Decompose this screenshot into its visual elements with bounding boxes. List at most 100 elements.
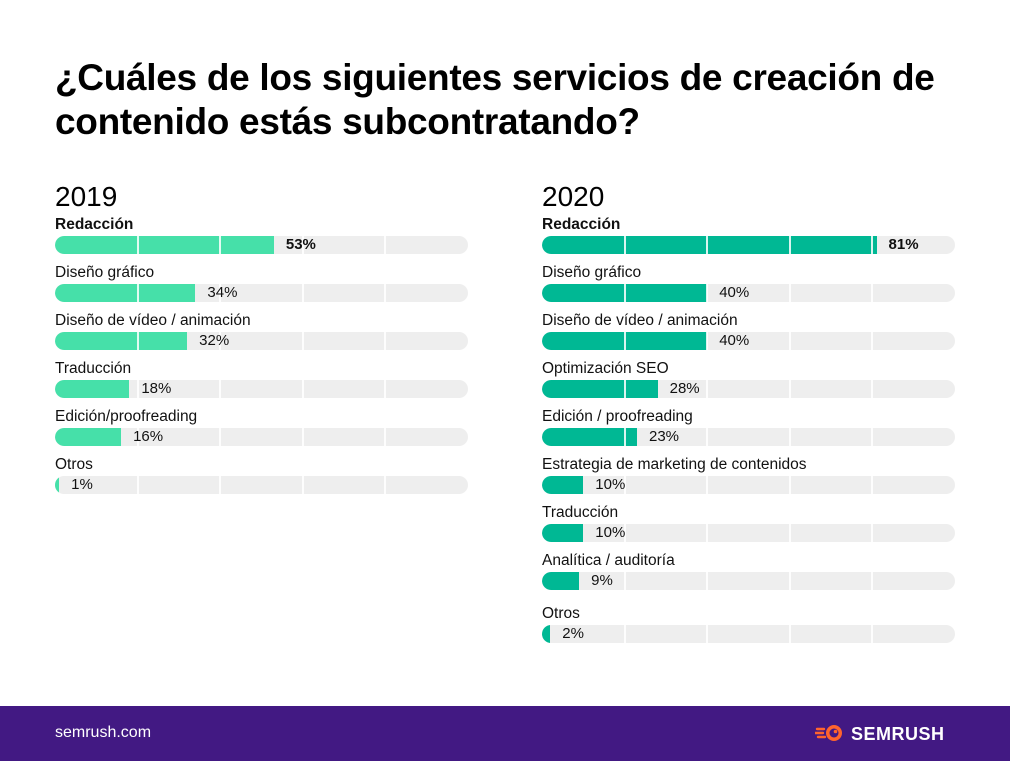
semrush-fireball-icon bbox=[813, 722, 845, 747]
category-label: Redacción bbox=[55, 216, 134, 233]
gridline bbox=[788, 284, 791, 302]
gridline bbox=[871, 380, 874, 398]
bar bbox=[55, 476, 60, 494]
gridline bbox=[301, 284, 304, 302]
gridline bbox=[384, 284, 387, 302]
gridline bbox=[871, 236, 874, 254]
value-label: 10% bbox=[595, 524, 626, 541]
bar-track: 32% bbox=[55, 332, 468, 350]
gridline bbox=[301, 476, 304, 494]
value-label: 28% bbox=[669, 380, 700, 397]
gridline bbox=[623, 572, 626, 590]
bar bbox=[542, 476, 584, 494]
value-label: 1% bbox=[71, 476, 93, 493]
gridline bbox=[623, 625, 626, 643]
page-title: ¿Cuáles de los siguientes servicios de c… bbox=[55, 57, 935, 142]
category-label: Diseño de vídeo / animación bbox=[542, 312, 738, 329]
bar bbox=[542, 625, 551, 643]
gridline bbox=[136, 284, 139, 302]
gridline bbox=[871, 428, 874, 446]
bar-row: Edición / proofreading 23% bbox=[542, 408, 955, 456]
value-label: 81% bbox=[888, 236, 919, 253]
gridline bbox=[871, 524, 874, 542]
category-label: Diseño gráfico bbox=[542, 264, 642, 281]
gridline bbox=[219, 236, 222, 254]
gridline bbox=[301, 332, 304, 350]
category-label: Otros bbox=[55, 456, 93, 473]
value-label: 34% bbox=[207, 284, 238, 301]
bar-list: Redacción 53% Diseño gráfico 34% Diseño de v… bbox=[55, 216, 468, 504]
gridline bbox=[788, 332, 791, 350]
gridline bbox=[706, 572, 709, 590]
gridline bbox=[871, 332, 874, 350]
value-label: 23% bbox=[648, 428, 680, 445]
gridline bbox=[706, 476, 709, 494]
chart-2020: 2020 Redacción 81% Diseño gráfico 40% Diseño… bbox=[542, 180, 955, 658]
value-label: 16% bbox=[133, 428, 164, 445]
bar-track: 9% bbox=[542, 572, 955, 590]
chart-year-title: 2019 bbox=[55, 181, 118, 212]
gridline bbox=[623, 428, 626, 446]
semrush-logo[interactable]: SEMRUSH bbox=[813, 722, 945, 747]
gridline bbox=[706, 625, 709, 643]
gridline bbox=[706, 524, 709, 542]
value-label: 32% bbox=[199, 332, 230, 349]
gridline bbox=[623, 284, 626, 302]
bar-track: 1% bbox=[55, 476, 468, 494]
footer-bar: semrush.com SEMRUSH bbox=[0, 706, 1010, 761]
gridline bbox=[623, 380, 626, 398]
category-label: Redacción bbox=[542, 216, 621, 233]
bar-track: 34% bbox=[55, 284, 468, 302]
brand-name: SEMRUSH bbox=[851, 723, 945, 744]
gridline bbox=[136, 476, 139, 494]
category-label: Optimización SEO bbox=[542, 360, 669, 377]
category-label: Estrategia de marketing de contenidos bbox=[542, 456, 807, 473]
gridline bbox=[871, 572, 874, 590]
bar-track: 40% bbox=[542, 284, 955, 302]
gridline bbox=[136, 428, 139, 446]
bar-row: Analítica / auditoría 9% bbox=[542, 552, 955, 600]
bar bbox=[542, 524, 584, 542]
gridline bbox=[623, 236, 626, 254]
bar-row: Traducción 10% bbox=[542, 504, 955, 552]
bar-track: 53% bbox=[55, 236, 468, 254]
bar-row: Optimización SEO 28% bbox=[542, 360, 955, 408]
bar-track: 23% bbox=[542, 428, 955, 446]
bar bbox=[55, 236, 274, 254]
gridline bbox=[706, 428, 709, 446]
gridline bbox=[788, 572, 791, 590]
footer-url-link[interactable]: semrush.com bbox=[55, 724, 152, 741]
gridline bbox=[136, 332, 139, 350]
bar bbox=[542, 428, 637, 446]
category-label: Otros bbox=[542, 605, 580, 622]
bar bbox=[542, 572, 580, 590]
bar-row: Diseño gráfico 34% bbox=[55, 264, 468, 312]
category-label: Diseño gráfico bbox=[55, 264, 155, 281]
bar bbox=[542, 380, 658, 398]
gridline bbox=[788, 476, 791, 494]
gridline bbox=[219, 476, 222, 494]
gridline bbox=[219, 284, 222, 302]
gridline bbox=[301, 428, 304, 446]
bar-list: Redacción 81% Diseño gráfico 40% Diseño de v… bbox=[542, 216, 955, 658]
bar-track: 18% bbox=[55, 380, 468, 398]
bar-row: Redacción 53% bbox=[55, 216, 468, 264]
bar-row: Diseño de vídeo / animación 40% bbox=[542, 312, 955, 360]
bar bbox=[55, 380, 130, 398]
gridline bbox=[219, 428, 222, 446]
gridline bbox=[788, 380, 791, 398]
gridline bbox=[384, 380, 387, 398]
gridline bbox=[623, 524, 626, 542]
value-label: 18% bbox=[141, 380, 172, 397]
gridline bbox=[788, 524, 791, 542]
category-label: Traducción bbox=[55, 360, 132, 377]
bar bbox=[55, 332, 188, 350]
bar-row: Diseño de vídeo / animación 32% bbox=[55, 312, 468, 360]
gridline bbox=[623, 476, 626, 494]
category-label: Diseño de vídeo / animación bbox=[55, 312, 251, 329]
bar-track: 40% bbox=[542, 332, 955, 350]
bar-row: Traducción 18% bbox=[55, 360, 468, 408]
gridline bbox=[136, 380, 139, 398]
bar-row: Otros 1% bbox=[55, 456, 468, 504]
chart-2019: 2019 Redacción 53% Diseño gráfico 34% Diseño… bbox=[55, 180, 468, 504]
